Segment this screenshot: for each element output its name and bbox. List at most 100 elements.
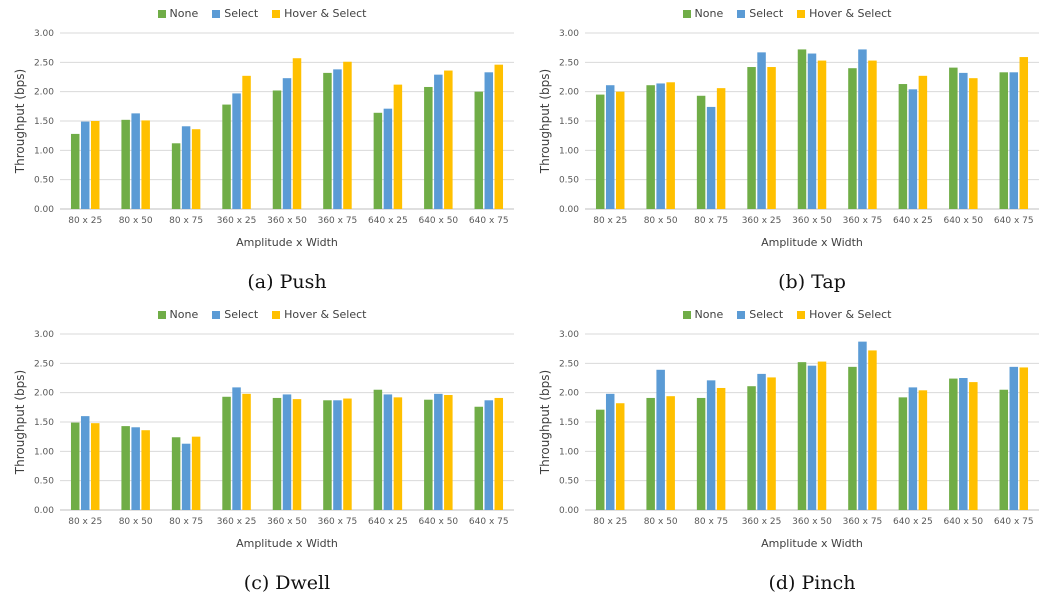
x-tick-label: 360 x 50 — [267, 216, 307, 226]
bar — [848, 68, 857, 209]
bar — [171, 143, 181, 209]
bar — [898, 84, 908, 209]
bar — [716, 387, 726, 510]
x-tick-label: 640 x 25 — [368, 517, 408, 527]
x-tick-label: 360 x 25 — [742, 216, 782, 226]
bar — [696, 397, 706, 510]
legend-item: Hover & Select — [272, 7, 366, 20]
bar — [424, 86, 433, 209]
y-tick-label: 2.00 — [559, 389, 579, 399]
legend-label: Select — [224, 308, 259, 321]
y-tick-label: 1.00 — [34, 146, 54, 156]
bar — [282, 394, 292, 510]
bar — [908, 89, 918, 209]
y-axis-title: Throughput (bps) — [13, 369, 27, 475]
bar — [484, 72, 494, 209]
x-axis-title: Amplitude x Width — [761, 236, 863, 249]
x-tick-label: 360 x 75 — [843, 517, 883, 527]
bar — [424, 399, 433, 510]
bar — [292, 399, 302, 510]
chart-plot: 0.00 0.50 1.00 1.50 2.00 2.50 3.00 80 x 25 80 x … — [34, 330, 514, 527]
chart-panel-pinch: None Select Hover & Select 0.00 0.50 1.00 1.50… — [525, 301, 1049, 601]
bar — [383, 394, 393, 510]
bar — [666, 82, 675, 209]
bar — [949, 378, 958, 510]
x-tick-label: 80 x 25 — [593, 517, 627, 527]
bar — [595, 94, 605, 209]
bar — [1019, 57, 1029, 210]
bar — [272, 90, 282, 209]
bar — [121, 119, 130, 209]
y-tick-label: 1.50 — [559, 117, 579, 127]
y-tick-label: 1.50 — [34, 117, 54, 127]
bar — [1019, 367, 1029, 510]
figure-caption: (c) Dwell — [243, 572, 331, 594]
y-tick-label: 1.00 — [34, 447, 54, 457]
bar — [605, 85, 615, 209]
bar — [999, 389, 1009, 510]
bar — [716, 88, 726, 209]
bar — [141, 430, 150, 510]
legend-swatch — [682, 9, 691, 18]
legend-item: None — [157, 7, 199, 20]
bar — [605, 393, 615, 510]
y-tick-label: 3.00 — [559, 29, 579, 39]
bar — [80, 416, 90, 510]
bar — [383, 108, 393, 209]
bar — [898, 397, 908, 510]
legend: None Select Hover & Select — [0, 7, 524, 20]
y-tick-label: 0.00 — [34, 506, 54, 516]
x-tick-label: 360 x 25 — [217, 517, 257, 527]
y-tick-label: 0.00 — [559, 506, 579, 516]
legend-label: Select — [749, 308, 784, 321]
bar — [282, 78, 292, 209]
y-tick-label: 1.00 — [559, 447, 579, 457]
x-tick-label: 360 x 25 — [217, 216, 257, 226]
bar — [343, 398, 352, 510]
y-tick-label: 0.00 — [559, 205, 579, 215]
x-tick-label: 80 x 50 — [119, 517, 153, 527]
x-tick-label: 80 x 50 — [644, 216, 678, 226]
x-tick-label: 640 x 75 — [994, 216, 1034, 226]
legend-swatch — [157, 310, 166, 319]
legend-label: Hover & Select — [809, 308, 892, 321]
bar — [656, 369, 665, 510]
chart-panel-dwell: None Select Hover & Select 0.00 0.50 1.00 1.50… — [0, 301, 524, 601]
bar — [131, 427, 140, 510]
bar — [696, 95, 706, 209]
x-tick-label: 640 x 25 — [893, 216, 933, 226]
bar — [373, 112, 383, 209]
bar — [615, 91, 625, 209]
figure-caption: (a) Push — [247, 271, 327, 293]
bar — [141, 120, 150, 209]
bar — [959, 72, 968, 209]
x-tick-label: 640 x 75 — [469, 517, 509, 527]
y-tick-label: 2.50 — [559, 359, 579, 369]
x-tick-label: 360 x 75 — [318, 517, 358, 527]
y-tick-label: 0.50 — [34, 477, 54, 487]
x-tick-label: 80 x 25 — [68, 517, 102, 527]
bar — [949, 67, 958, 209]
legend: None Select Hover & Select — [525, 7, 1049, 20]
x-tick-label: 640 x 50 — [943, 216, 983, 226]
legend-swatch — [212, 9, 221, 18]
bar — [646, 85, 655, 209]
legend-item: None — [682, 308, 723, 321]
bar — [70, 422, 80, 510]
bar — [767, 67, 776, 209]
bar — [242, 393, 251, 510]
x-tick-label: 360 x 50 — [267, 517, 307, 527]
bar — [918, 75, 928, 210]
legend-label: Hover & Select — [284, 308, 367, 321]
legend-label: None — [169, 7, 199, 20]
y-tick-label: 2.50 — [34, 58, 54, 68]
bar — [474, 406, 484, 510]
bar — [767, 377, 776, 510]
legend-swatch — [797, 9, 806, 18]
bar — [706, 106, 716, 209]
bar — [444, 70, 453, 210]
bar — [232, 387, 241, 510]
x-tick-label: 640 x 25 — [893, 517, 933, 527]
bar — [656, 83, 665, 209]
bar — [615, 403, 625, 510]
